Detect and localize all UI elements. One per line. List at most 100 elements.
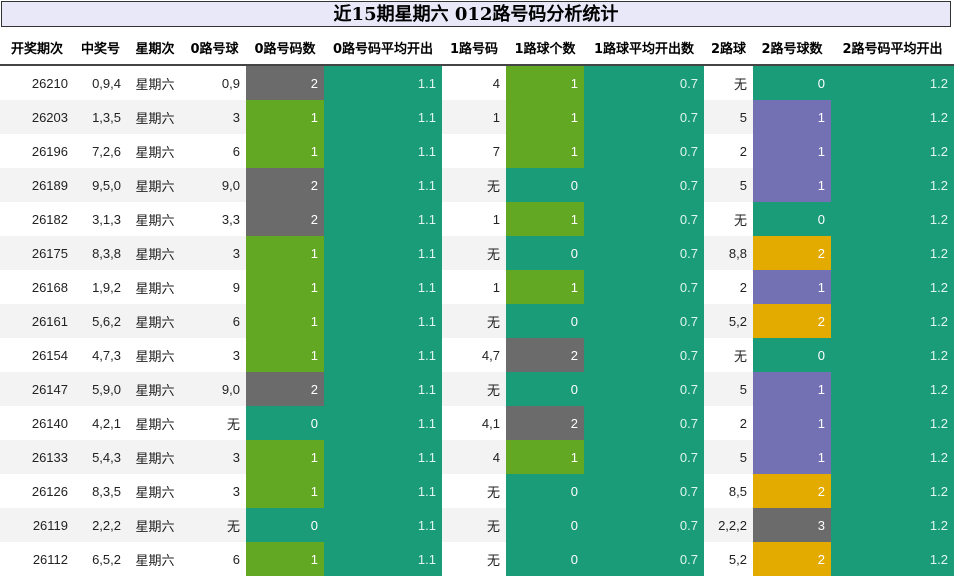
cell-route2-balls: 5,2: [704, 304, 753, 338]
cell-route0-avg: 1.1: [324, 202, 442, 236]
cell-route1-count: 0: [506, 372, 584, 406]
cell-route2-count: 1: [753, 440, 831, 474]
cell-route1-avg: 0.7: [584, 270, 704, 304]
cell-numbers: 5,4,3: [74, 440, 127, 474]
cell-weekday: 星期六: [127, 202, 183, 236]
table-row: 26175 8,3,8 星期六 3 1 1.1 无 0 0.7 8,8 2 1.2: [0, 236, 954, 270]
cell-route0-avg: 1.1: [324, 474, 442, 508]
cell-route2-balls: 无: [704, 202, 753, 236]
cell-route1-avg: 0.7: [584, 304, 704, 338]
cell-route0-balls: 6: [183, 134, 246, 168]
table-row: 26189 9,5,0 星期六 9,0 2 1.1 无 0 0.7 5 1 1.2: [0, 168, 954, 202]
cell-route1-count: 1: [506, 440, 584, 474]
cell-route0-balls: 9: [183, 270, 246, 304]
cell-route2-balls: 5: [704, 100, 753, 134]
cell-route1-balls: 无: [442, 236, 506, 270]
cell-numbers: 3,1,3: [74, 202, 127, 236]
table-row: 26210 0,9,4 星期六 0,9 2 1.1 4 1 0.7 无 0 1.2: [0, 65, 954, 100]
cell-route1-balls: 4: [442, 440, 506, 474]
header-numbers: 中奖号: [74, 30, 127, 66]
cell-route0-count: 1: [246, 270, 324, 304]
cell-route2-count: 1: [753, 270, 831, 304]
header-route0-count: 0路号码数: [246, 30, 324, 66]
cell-route0-count: 2: [246, 65, 324, 100]
cell-route1-count: 2: [506, 406, 584, 440]
cell-route0-count: 1: [246, 236, 324, 270]
header-row: 开奖期次 中奖号 星期次 0路号球 0路号码数 0路号码平均开出 1路号码 1路…: [0, 30, 954, 66]
cell-route0-balls: 3: [183, 100, 246, 134]
cell-route0-balls: 3: [183, 440, 246, 474]
table-row: 26161 5,6,2 星期六 6 1 1.1 无 0 0.7 5,2 2 1.2: [0, 304, 954, 338]
table-title: 近15期星期六 012路号码分析统计: [1, 1, 951, 27]
cell-route0-avg: 1.1: [324, 406, 442, 440]
cell-route1-count: 0: [506, 236, 584, 270]
cell-route2-avg: 1.2: [831, 372, 954, 406]
cell-route0-balls: 无: [183, 508, 246, 542]
cell-period: 26182: [0, 202, 74, 236]
table-body: 26210 0,9,4 星期六 0,9 2 1.1 4 1 0.7 无 0 1.2 26203 1,3,5…: [0, 65, 954, 576]
table-row: 26147 5,9,0 星期六 9,0 2 1.1 无 0 0.7 5 1 1.2: [0, 372, 954, 406]
cell-route1-count: 1: [506, 270, 584, 304]
header-route2-count: 2路号球数: [753, 30, 831, 66]
cell-route2-count: 0: [753, 202, 831, 236]
cell-numbers: 0,9,4: [74, 65, 127, 100]
cell-route2-balls: 无: [704, 65, 753, 100]
cell-numbers: 1,9,2: [74, 270, 127, 304]
cell-weekday: 星期六: [127, 304, 183, 338]
cell-period: 26154: [0, 338, 74, 372]
cell-weekday: 星期六: [127, 440, 183, 474]
cell-period: 26168: [0, 270, 74, 304]
cell-route0-balls: 3: [183, 474, 246, 508]
cell-route0-avg: 1.1: [324, 508, 442, 542]
header-route1-avg: 1路球平均开出数: [584, 30, 704, 66]
cell-period: 26126: [0, 474, 74, 508]
cell-route0-count: 0: [246, 406, 324, 440]
cell-route2-count: 1: [753, 100, 831, 134]
cell-route1-avg: 0.7: [584, 100, 704, 134]
cell-route2-balls: 2: [704, 134, 753, 168]
cell-route2-balls: 2: [704, 406, 753, 440]
cell-route1-count: 0: [506, 168, 584, 202]
cell-route1-balls: 1: [442, 270, 506, 304]
cell-numbers: 1,3,5: [74, 100, 127, 134]
cell-route0-balls: 3,3: [183, 202, 246, 236]
cell-route2-balls: 5: [704, 168, 753, 202]
cell-route1-avg: 0.7: [584, 134, 704, 168]
cell-weekday: 星期六: [127, 474, 183, 508]
cell-route1-balls: 无: [442, 508, 506, 542]
cell-route1-balls: 7: [442, 134, 506, 168]
cell-weekday: 星期六: [127, 100, 183, 134]
cell-route0-balls: 0,9: [183, 65, 246, 100]
cell-route0-avg: 1.1: [324, 440, 442, 474]
cell-route2-count: 3: [753, 508, 831, 542]
table-row: 26140 4,2,1 星期六无 0 1.1 4,1 2 0.7 2 1 1.2: [0, 406, 954, 440]
cell-weekday: 星期六: [127, 372, 183, 406]
cell-route0-count: 2: [246, 168, 324, 202]
cell-route0-count: 2: [246, 202, 324, 236]
cell-weekday: 星期六: [127, 542, 183, 576]
cell-route0-avg: 1.1: [324, 134, 442, 168]
cell-weekday: 星期六: [127, 406, 183, 440]
cell-route1-balls: 无: [442, 168, 506, 202]
cell-route1-balls: 无: [442, 372, 506, 406]
cell-route0-avg: 1.1: [324, 338, 442, 372]
cell-route0-avg: 1.1: [324, 270, 442, 304]
table-row: 26154 4,7,3 星期六 3 1 1.1 4,7 2 0.7 无 0 1.2: [0, 338, 954, 372]
cell-period: 26175: [0, 236, 74, 270]
cell-numbers: 8,3,8: [74, 236, 127, 270]
cell-route0-balls: 3: [183, 236, 246, 270]
cell-route1-balls: 4: [442, 65, 506, 100]
cell-period: 26189: [0, 168, 74, 202]
cell-period: 26147: [0, 372, 74, 406]
cell-route2-avg: 1.2: [831, 100, 954, 134]
table-row: 26168 1,9,2 星期六 9 1 1.1 1 1 0.7 2 1 1.2: [0, 270, 954, 304]
cell-numbers: 2,2,2: [74, 508, 127, 542]
cell-route2-balls: 5: [704, 440, 753, 474]
cell-numbers: 4,2,1: [74, 406, 127, 440]
cell-route2-count: 1: [753, 134, 831, 168]
cell-route2-avg: 1.2: [831, 202, 954, 236]
cell-route1-balls: 无: [442, 474, 506, 508]
cell-route1-balls: 无: [442, 304, 506, 338]
cell-route0-balls: 3: [183, 338, 246, 372]
cell-route2-balls: 2,2,2: [704, 508, 753, 542]
